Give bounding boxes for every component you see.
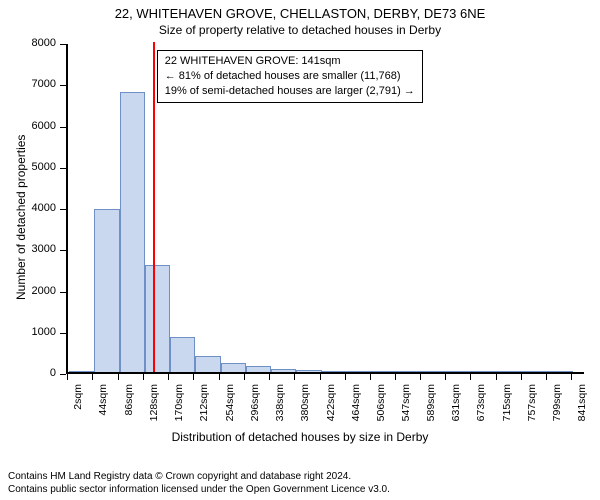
x-tick-label: 254sqm [224, 384, 236, 434]
x-tick-mark [320, 374, 321, 380]
x-tick-label: 673sqm [475, 384, 487, 434]
x-tick-mark [571, 374, 572, 380]
info-line-1: 22 WHITEHAVEN GROVE: 141sqm [165, 54, 415, 69]
info-line-3: 19% of semi-detached houses are larger (… [165, 84, 415, 99]
y-tick-mark [60, 168, 66, 169]
x-tick-mark [345, 374, 346, 380]
x-tick-mark [118, 374, 119, 380]
footer-line-1: Contains HM Land Registry data © Crown c… [8, 470, 390, 483]
y-tick-label: 0 [0, 367, 56, 379]
y-tick-label: 2000 [0, 285, 56, 297]
y-tick-label: 6000 [0, 120, 56, 132]
y-tick-mark [60, 127, 66, 128]
histogram-bar [322, 371, 347, 372]
y-tick-label: 1000 [0, 326, 56, 338]
x-tick-label: 715sqm [501, 384, 513, 434]
histogram-bar [523, 371, 548, 372]
y-tick-mark [60, 333, 66, 334]
histogram-bar [422, 371, 447, 372]
footer-line-2: Contains public sector information licen… [8, 483, 390, 496]
x-tick-mark [92, 374, 93, 380]
marker-line [153, 42, 155, 372]
chart-subtitle: Size of property relative to detached ho… [0, 21, 600, 37]
histogram-bar [195, 356, 220, 372]
y-tick-label: 4000 [0, 202, 56, 214]
x-tick-label: 128sqm [148, 384, 160, 434]
x-tick-label: 589sqm [425, 384, 437, 434]
x-tick-label: 841sqm [576, 384, 588, 434]
x-tick-mark [294, 374, 295, 380]
chart-container: 22, WHITEHAVEN GROVE, CHELLASTON, DERBY,… [0, 0, 600, 500]
x-tick-mark [219, 374, 220, 380]
x-tick-label: 86sqm [123, 384, 135, 434]
info-line-2: ← 81% of detached houses are smaller (11… [165, 69, 415, 84]
footer: Contains HM Land Registry data © Crown c… [8, 470, 390, 496]
x-tick-label: 44sqm [97, 384, 109, 434]
x-tick-mark [370, 374, 371, 380]
x-tick-label: 631sqm [450, 384, 462, 434]
x-tick-label: 212sqm [198, 384, 210, 434]
histogram-bar [271, 369, 296, 372]
y-axis-label: Number of detached properties [14, 135, 28, 300]
x-tick-mark [521, 374, 522, 380]
x-tick-label: 422sqm [325, 384, 337, 434]
x-tick-label: 757sqm [526, 384, 538, 434]
x-tick-mark [244, 374, 245, 380]
x-tick-mark [420, 374, 421, 380]
x-tick-mark [193, 374, 194, 380]
x-tick-mark [445, 374, 446, 380]
y-tick-label: 5000 [0, 161, 56, 173]
histogram-bar [372, 371, 397, 372]
histogram-bar [69, 371, 94, 372]
x-tick-label: 2sqm [72, 384, 84, 434]
y-tick-label: 7000 [0, 78, 56, 90]
x-tick-label: 380sqm [299, 384, 311, 434]
histogram-bar [347, 371, 372, 372]
histogram-bar [170, 337, 195, 372]
x-tick-label: 799sqm [551, 384, 563, 434]
x-tick-mark [546, 374, 547, 380]
histogram-bar [145, 265, 170, 372]
x-tick-mark [470, 374, 471, 380]
y-tick-mark [60, 374, 66, 375]
x-tick-mark [143, 374, 144, 380]
x-tick-label: 464sqm [350, 384, 362, 434]
histogram-bar [120, 92, 145, 373]
x-tick-label: 296sqm [249, 384, 261, 434]
x-tick-label: 170sqm [173, 384, 185, 434]
histogram-bar [548, 371, 573, 372]
x-tick-mark [168, 374, 169, 380]
histogram-bar [447, 371, 472, 372]
histogram-bar [472, 371, 497, 372]
y-tick-label: 3000 [0, 243, 56, 255]
histogram-bar [246, 366, 271, 372]
x-tick-mark [67, 374, 68, 380]
chart-title: 22, WHITEHAVEN GROVE, CHELLASTON, DERBY,… [0, 0, 600, 21]
histogram-bar [221, 363, 246, 372]
y-tick-mark [60, 85, 66, 86]
histogram-bar [296, 370, 321, 372]
info-box: 22 WHITEHAVEN GROVE: 141sqm ← 81% of det… [157, 50, 423, 103]
x-tick-label: 506sqm [375, 384, 387, 434]
x-tick-mark [496, 374, 497, 380]
y-tick-label: 8000 [0, 37, 56, 49]
histogram-bar [397, 371, 422, 372]
x-tick-mark [395, 374, 396, 380]
y-tick-mark [60, 209, 66, 210]
x-tick-label: 338sqm [274, 384, 286, 434]
y-tick-mark [60, 44, 66, 45]
x-tick-mark [269, 374, 270, 380]
x-tick-label: 547sqm [400, 384, 412, 434]
histogram-bar [94, 209, 119, 372]
histogram-bar [498, 371, 523, 372]
y-tick-mark [60, 292, 66, 293]
y-tick-mark [60, 250, 66, 251]
